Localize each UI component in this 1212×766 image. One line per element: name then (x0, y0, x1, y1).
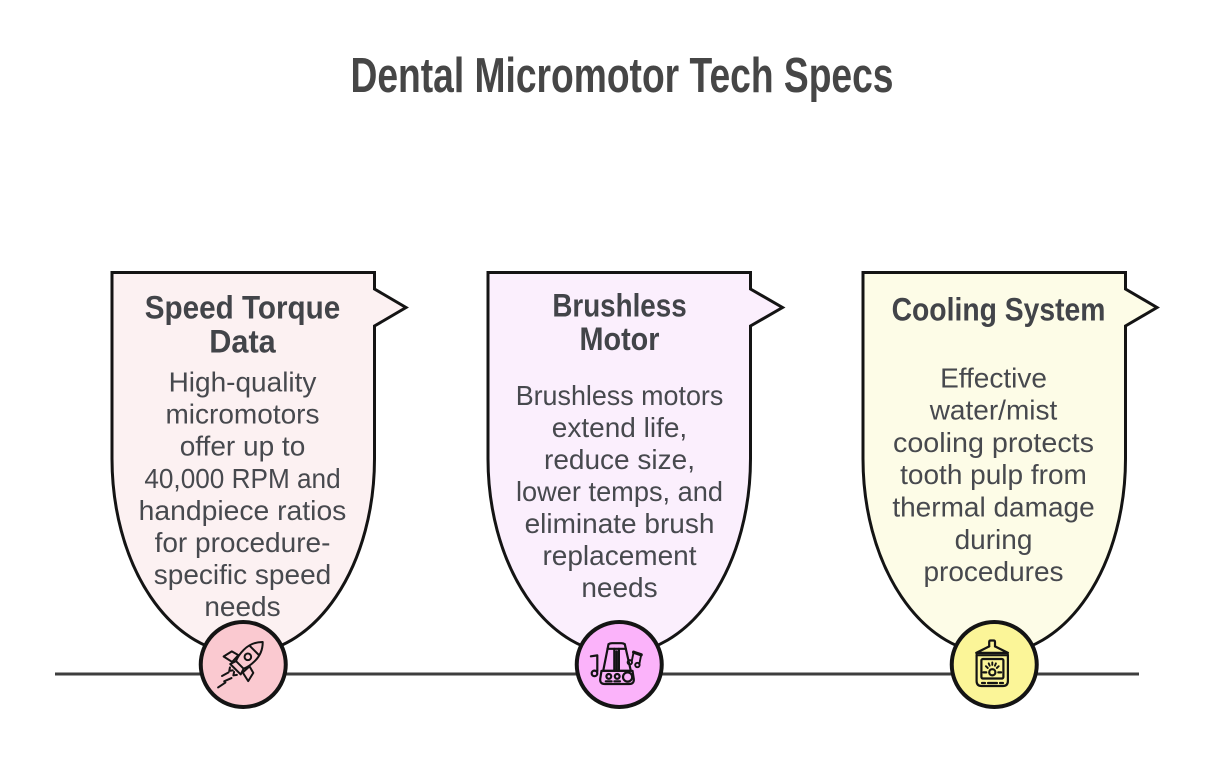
svg-text:40,000 RPM and: 40,000 RPM and (144, 463, 340, 494)
svg-text:thermal damage: thermal damage (892, 492, 1094, 523)
svg-text:procedures: procedures (923, 556, 1063, 587)
svg-text:High-quality: High-quality (169, 367, 317, 398)
svg-text:replacement: replacement (542, 540, 696, 571)
svg-text:Data: Data (209, 324, 276, 360)
svg-text:offer up to: offer up to (180, 431, 306, 462)
svg-text:Dental Micromotor Tech Specs: Dental Micromotor Tech Specs (351, 49, 894, 103)
svg-text:Speed Torque: Speed Torque (145, 290, 341, 326)
svg-text:micromotors: micromotors (165, 399, 319, 430)
svg-text:water/mist: water/mist (929, 395, 1058, 426)
svg-text:for procedure-: for procedure- (155, 527, 331, 558)
svg-text:tooth pulp from: tooth pulp from (900, 459, 1087, 490)
svg-text:cooling protects: cooling protects (893, 427, 1094, 458)
svg-text:reduce size,: reduce size, (544, 444, 695, 475)
svg-text:eliminate brush: eliminate brush (525, 508, 715, 539)
svg-text:Cooling System: Cooling System (892, 291, 1106, 327)
svg-text:Motor: Motor (580, 321, 660, 357)
svg-text:Brushless: Brushless (552, 287, 686, 323)
svg-text:specific speed: specific speed (154, 559, 331, 590)
svg-text:Brushless motors: Brushless motors (516, 380, 724, 411)
svg-text:needs: needs (581, 572, 657, 603)
svg-text:during: during (955, 524, 1033, 555)
svg-text:handpiece ratios: handpiece ratios (139, 495, 347, 526)
svg-text:needs: needs (204, 591, 280, 622)
svg-text:lower temps, and: lower temps, and (516, 476, 723, 507)
svg-text:Effective: Effective (940, 362, 1047, 393)
svg-text:extend life,: extend life, (552, 412, 687, 443)
